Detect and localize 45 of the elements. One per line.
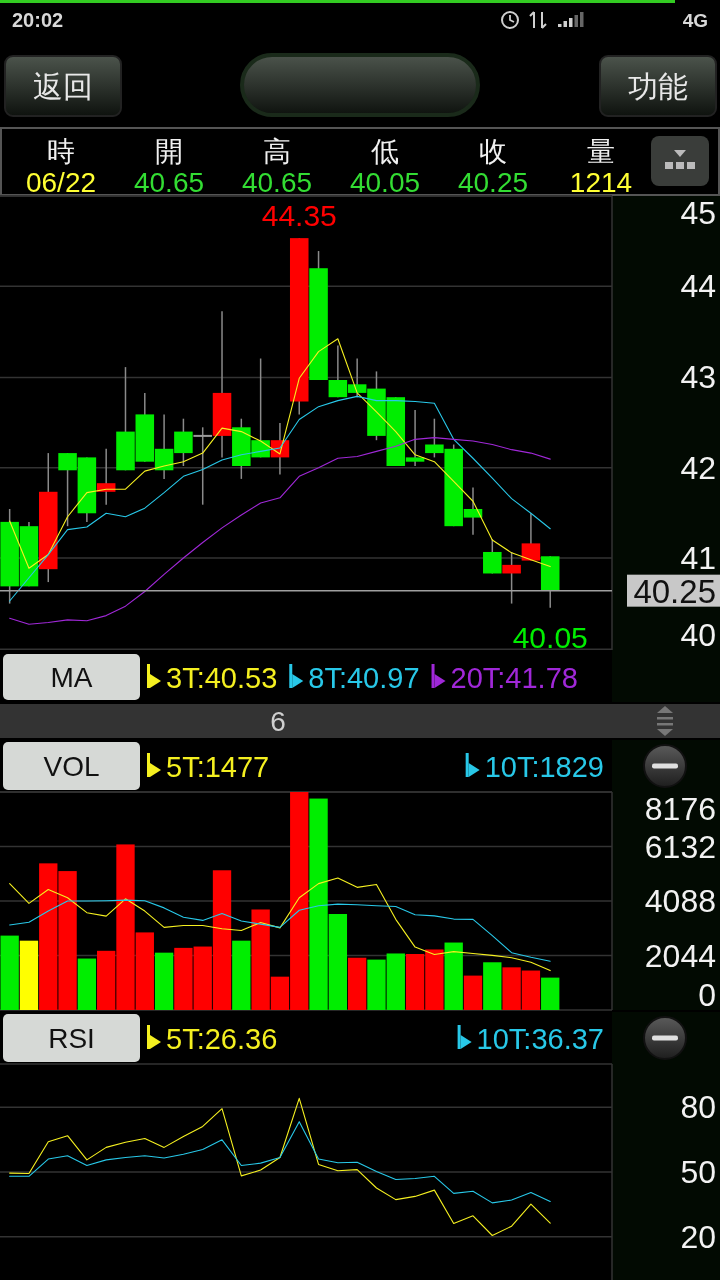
legend-label: 5T:1477 xyxy=(166,751,270,783)
legend-entry: 5T:1477 xyxy=(147,751,270,783)
chart-title: VOL xyxy=(43,751,100,782)
y-tick-label: 4088 xyxy=(644,883,716,919)
y-tick-label: 40 xyxy=(680,617,716,653)
text: 4G xyxy=(682,10,708,31)
category-label: 時 xyxy=(47,136,75,167)
legend-entry: 5T:26.36 xyxy=(147,1023,278,1055)
text: 40.65 xyxy=(241,167,313,198)
y-tick-label: 2044 xyxy=(644,937,716,974)
category-label: 收 xyxy=(479,136,507,167)
line-series xyxy=(9,1097,551,1237)
category-label: 低 xyxy=(371,136,399,167)
y-tick-label: 0 xyxy=(698,977,716,1013)
legend-entry: 10T:36.37 xyxy=(457,1023,604,1055)
annotation: 40.05 xyxy=(512,620,588,654)
text: 功能 xyxy=(628,70,688,103)
text: 6 xyxy=(270,706,286,737)
legend-entry: 8T:40.97 xyxy=(289,662,420,694)
chart-title: RSI xyxy=(48,1023,95,1054)
line-series xyxy=(9,1121,551,1204)
y-tick-label: 42 xyxy=(680,449,716,486)
text: MA xyxy=(50,662,93,693)
category-label: 量 xyxy=(587,136,615,167)
y-tick-label: 50 xyxy=(680,1154,716,1190)
y-tick-label: 43 xyxy=(680,359,716,396)
y-tick-label: 80 xyxy=(680,1089,716,1126)
legend-entry: 10T:1829 xyxy=(465,751,604,783)
text: 40.65 xyxy=(133,167,205,198)
text: 20:02 xyxy=(12,9,64,31)
legend-entry: 20T:41.78 xyxy=(431,662,578,694)
category-label: 開 xyxy=(155,136,183,167)
text: 返回 xyxy=(33,70,93,103)
category-label: 高 xyxy=(263,136,291,167)
text: 40.05 xyxy=(349,167,421,198)
legend-entry: 3T:40.53 xyxy=(147,662,278,694)
y-tick-label: 6132 xyxy=(644,828,716,865)
text: 40.25 xyxy=(457,167,529,198)
text: 1214 xyxy=(569,167,633,198)
y-tick-label: 20 xyxy=(680,1218,716,1255)
y-tick-label: 8176 xyxy=(644,791,716,827)
text: 06/22 xyxy=(25,167,97,198)
y-tick-label: 45 xyxy=(680,195,716,231)
y-tick-label: 44 xyxy=(680,268,716,305)
annotation: 44.35 xyxy=(261,199,337,233)
